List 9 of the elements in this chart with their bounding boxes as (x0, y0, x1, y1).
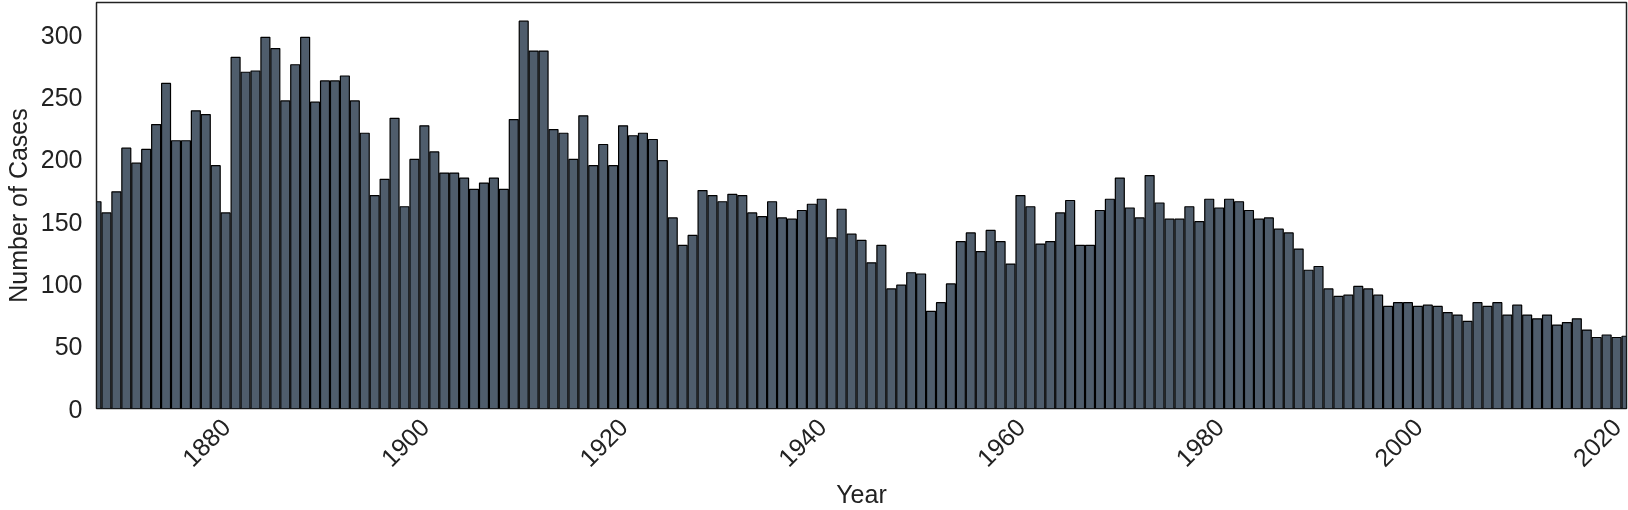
y-tick-label: 150 (40, 207, 83, 236)
y-axis-title: Number of Cases (3, 108, 32, 303)
y-tick-label: 50 (54, 332, 83, 361)
y-tick-label: 200 (40, 145, 83, 174)
y-tick-label: 300 (40, 20, 83, 49)
y-tick-label: 250 (40, 83, 83, 112)
y-tick-label: 100 (40, 269, 83, 298)
x-axis-title: Year (836, 479, 887, 508)
y-tick-label: 0 (68, 394, 83, 423)
